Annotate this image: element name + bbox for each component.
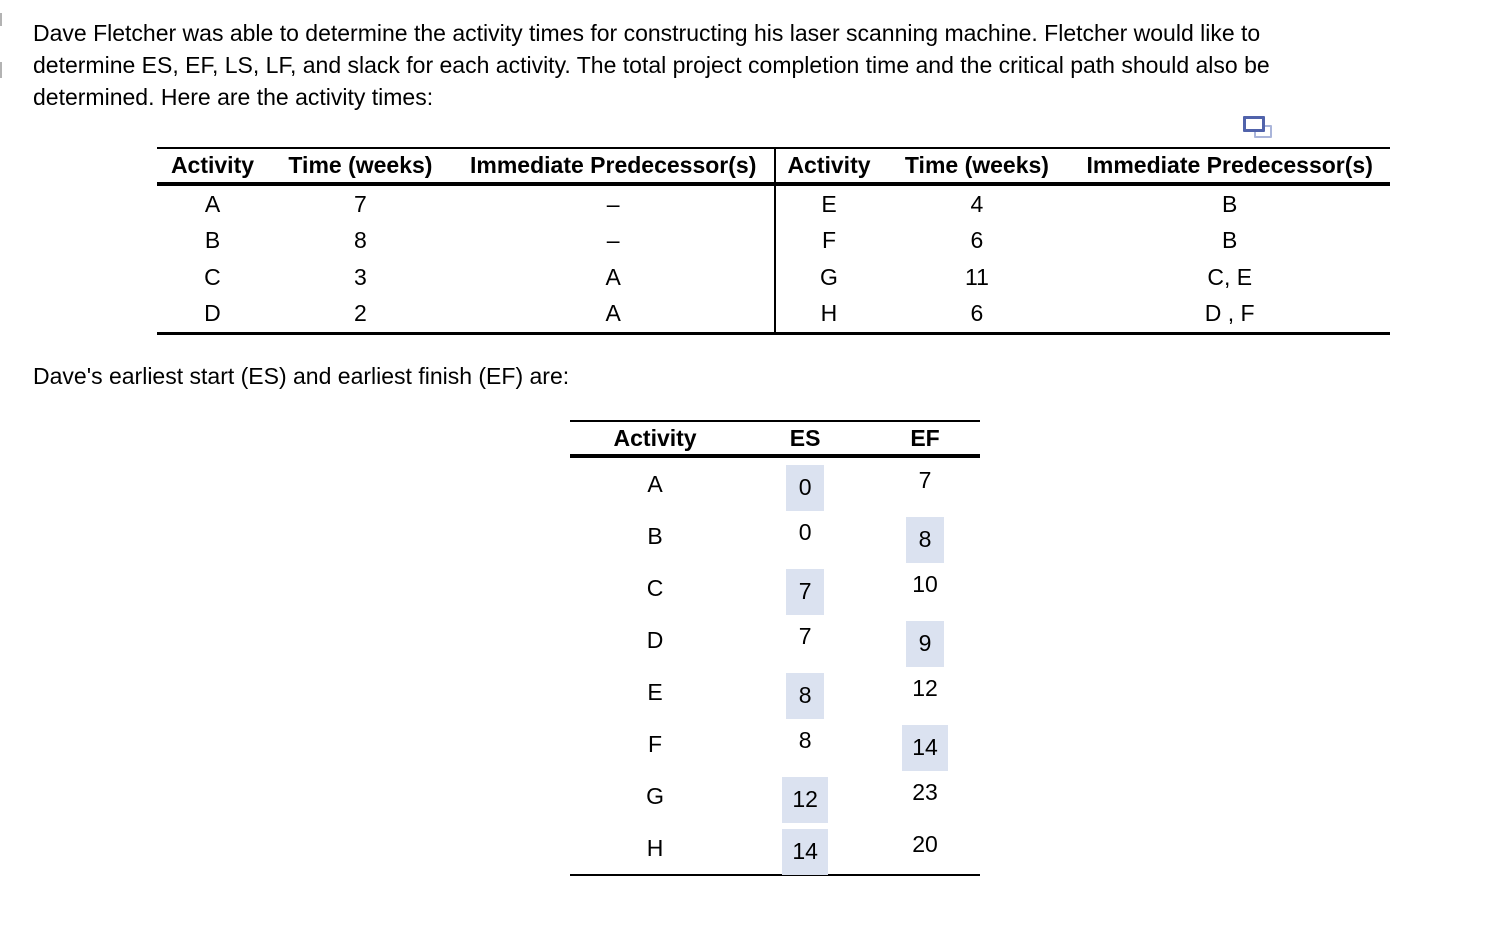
time-cell: 6 <box>970 300 984 327</box>
row-left-half: A 7 – <box>157 186 774 223</box>
predecessor-cell: – <box>606 227 620 254</box>
activity-cell: H <box>820 300 838 327</box>
column-header-predecessors: Immediate Predecessor(s) <box>470 152 757 178</box>
ef-value: 10 <box>912 570 938 597</box>
column-header-activity: Activity <box>170 152 255 178</box>
predecessor-cell: B <box>1222 190 1238 217</box>
activity-cell: C <box>204 263 221 290</box>
column-header-predecessors: Immediate Predecessor(s) <box>1086 152 1373 178</box>
table-row: E 8 12 <box>570 666 980 719</box>
activity-cell: D <box>204 300 221 327</box>
time-cell: 7 <box>354 190 367 217</box>
ef-answer-field[interactable]: 9 <box>906 621 945 667</box>
table-row: G 12 23 <box>570 770 980 823</box>
predecessor-cell: A <box>605 263 621 290</box>
predecessor-cell: – <box>606 190 620 217</box>
edge-artifact <box>0 62 2 78</box>
es-ef-header-row: Activity ES EF <box>570 422 980 458</box>
row-right-half: G 11 C, E <box>774 259 1391 296</box>
copy-icon-front-sheet <box>1243 116 1265 132</box>
problem-statement-line: determine ES, EF, LS, LF, and slack for … <box>33 52 1270 78</box>
table-row: D 2 A H 6 D , F <box>157 296 1390 333</box>
es-answer-field[interactable]: 12 <box>782 777 828 823</box>
copy-icon[interactable] <box>1243 116 1277 142</box>
activity-cell: E <box>821 190 837 217</box>
column-header-es: ES <box>789 424 821 451</box>
activity-cell: G <box>820 263 838 290</box>
activity-cell: D <box>646 626 664 653</box>
table-row: H 14 20 <box>570 822 980 875</box>
activity-cell: A <box>647 470 663 497</box>
activity-cell: E <box>647 678 663 705</box>
es-answer-field[interactable]: 0 <box>786 465 825 511</box>
row-right-half: F 6 B <box>774 223 1391 260</box>
predecessor-cell: C, E <box>1207 263 1253 290</box>
es-answer-field[interactable]: 8 <box>786 673 825 719</box>
es-value: 0 <box>798 518 812 545</box>
column-header-activity: Activity <box>787 152 871 178</box>
predecessor-cell: D , F <box>1204 300 1255 327</box>
row-right-half: E 4 B <box>774 186 1391 223</box>
es-ef-prompt: Dave's earliest start (ES) and earliest … <box>33 363 570 389</box>
row-right-half: H 6 D , F <box>774 296 1391 333</box>
activity-cell: F <box>821 227 837 254</box>
problem-statement: Dave Fletcher was able to determine the … <box>33 17 1453 113</box>
table-row: F 8 14 <box>570 718 980 771</box>
activity-cell: A <box>204 190 221 217</box>
ef-value: 7 <box>918 466 932 493</box>
column-header-time: Time (weeks) <box>288 152 433 178</box>
activity-cell: G <box>646 782 665 809</box>
predecessor-cell: B <box>1222 227 1238 254</box>
table-row: B 0 8 <box>570 510 980 563</box>
es-ef-table: Activity ES EF A 0 7 B 0 8 C 7 10 D 7 9 … <box>570 420 980 876</box>
ef-value: 12 <box>912 674 938 701</box>
column-header-activity: Activity <box>613 424 697 451</box>
table-row: C 3 A G 11 C, E <box>157 259 1390 296</box>
time-cell: 2 <box>354 300 367 327</box>
activity-cell: B <box>647 522 663 549</box>
table-row: C 7 10 <box>570 562 980 615</box>
row-left-half: B 8 – <box>157 223 774 260</box>
table-row: B 8 – F 6 B <box>157 223 1390 260</box>
table-row: D 7 9 <box>570 614 980 667</box>
problem-statement-line: determined. Here are the activity times: <box>33 84 434 110</box>
activity-cell: F <box>648 730 663 757</box>
es-answer-field[interactable]: 14 <box>782 829 828 875</box>
activity-times-table: Activity Time (weeks) Immediate Predeces… <box>157 147 1390 335</box>
activity-cell: H <box>646 834 664 861</box>
time-cell: 4 <box>970 190 984 217</box>
row-left-half: C 3 A <box>157 259 774 296</box>
ef-value: 23 <box>912 778 938 805</box>
es-value: 7 <box>798 622 812 649</box>
activity-cell: C <box>646 574 664 601</box>
time-cell: 6 <box>970 227 984 254</box>
predecessor-cell: A <box>605 300 621 327</box>
es-answer-field[interactable]: 7 <box>786 569 825 615</box>
time-cell: 3 <box>354 263 367 290</box>
column-header-time: Time (weeks) <box>904 152 1049 178</box>
column-header-ef: EF <box>910 424 940 451</box>
table-row: A 7 – E 4 B <box>157 186 1390 223</box>
ef-answer-field[interactable]: 14 <box>902 725 948 771</box>
table-row: A 0 7 <box>570 458 980 511</box>
table-divider <box>773 149 776 332</box>
row-left-half: D 2 A <box>157 296 774 333</box>
activity-cell: B <box>204 227 221 254</box>
header-left-half: Activity Time (weeks) Immediate Predeces… <box>157 149 774 182</box>
problem-statement-line: Dave Fletcher was able to determine the … <box>33 20 1261 46</box>
ef-value: 20 <box>912 830 938 857</box>
edge-artifact <box>0 13 2 26</box>
es-value: 8 <box>798 726 812 753</box>
header-right-half: Activity Time (weeks) Immediate Predeces… <box>774 149 1391 182</box>
time-cell: 11 <box>964 263 989 290</box>
ef-answer-field[interactable]: 8 <box>906 517 945 563</box>
time-cell: 8 <box>354 227 367 254</box>
